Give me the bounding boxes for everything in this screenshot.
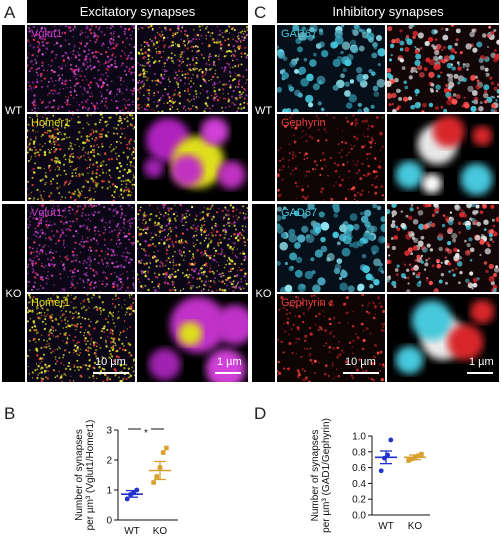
row-label-ko-c: KO xyxy=(255,288,272,300)
panel-letter-b: B xyxy=(4,404,16,423)
micrograph-wt-gephyrin: Gephyrin xyxy=(277,114,385,201)
sidebar-wt-c: WT xyxy=(252,25,275,201)
x-tick-label: WT xyxy=(124,526,140,537)
y-tick-label: 2 xyxy=(106,456,112,467)
x-tick-label: KO xyxy=(153,526,168,537)
channel-label-gad67-ko: GAD67 xyxy=(281,207,318,219)
channel-label-gad67: GAD67 xyxy=(281,28,318,40)
inhibitory-header: Inhibitory synapses xyxy=(277,0,499,23)
x-tick-label: KO xyxy=(408,521,423,532)
scalebar-label-large-a: 10 µm xyxy=(95,356,126,368)
panel-letter-c: C xyxy=(254,3,267,22)
channel-label-homer1-ko: Homer1 xyxy=(31,297,71,309)
scalebar-label-large-c: 10 µm xyxy=(345,356,376,368)
micrograph-wt-homer1: Homer1 xyxy=(27,114,135,201)
micrograph-ko-gephyrin: Gephyrin 10 µm xyxy=(277,294,385,382)
micrograph-ko-merge-excitatory xyxy=(137,204,248,292)
y-axis-label-line1: Number of synapses xyxy=(74,429,85,521)
significance-gap xyxy=(141,426,151,432)
y-tick-label: 0 xyxy=(106,516,112,527)
data-point-ko xyxy=(406,458,411,463)
micrograph-ko-zoom-excitatory: 1 µm xyxy=(137,294,248,382)
panel-letter-a: A xyxy=(4,3,16,22)
channel-label-homer1: Homer1 xyxy=(31,117,71,129)
data-point-wt xyxy=(388,437,394,443)
scalebar-label-small-a: 1 µm xyxy=(217,356,242,368)
micrograph-ko-gad67: GAD67 xyxy=(277,204,385,292)
scalebar-label-small-c: 1 µm xyxy=(469,356,494,368)
micrograph-wt-merge-excitatory xyxy=(137,25,248,112)
micrograph-wt-zoom-inhibitory xyxy=(387,114,499,201)
y-axis-label-line2: per µm³ (Vglut1/Homer1) xyxy=(85,420,96,531)
scalebar-large-a xyxy=(93,372,129,374)
micrograph-ko-vglut1: Vglut1 xyxy=(27,204,135,292)
scalebar-small-c xyxy=(467,372,493,374)
chart-b: 0 1 2 3 WT KO Number of synapses per µm³ (Vglut… xyxy=(74,420,178,537)
y-tick-label: 3 xyxy=(106,426,112,437)
y-tick-label: 0.2 xyxy=(352,495,366,506)
y-axis-label-line1: Number of synapses xyxy=(310,430,321,522)
data-point-ko xyxy=(164,445,169,451)
x-tick-label: WT xyxy=(378,521,394,532)
micrograph-wt-merge-inhibitory xyxy=(387,25,499,112)
micrograph-ko-zoom-inhibitory: 1 µm xyxy=(387,294,499,382)
row-label-wt-a: WT xyxy=(4,105,23,117)
y-tick-label: 0.0 xyxy=(352,511,366,522)
data-point-ko xyxy=(154,474,160,479)
data-point-ko xyxy=(409,456,415,462)
y-tick-label: 0.6 xyxy=(352,463,366,474)
excitatory-header: Excitatory synapses xyxy=(27,0,248,23)
sidebar-ko-c: KO xyxy=(252,204,275,382)
micrograph-wt-zoom-excitatory xyxy=(137,114,248,201)
data-point-ko xyxy=(160,450,166,455)
micrograph-wt-gad67: GAD67 xyxy=(277,25,385,112)
y-axis-label-line2: per µm³ (GAD1/Gephyrin) xyxy=(321,418,332,533)
micrograph-ko-merge-inhibitory xyxy=(387,204,499,292)
significance-star: * xyxy=(144,428,148,439)
panel-letter-d: D xyxy=(254,404,267,423)
channel-label-vglut1-ko: Vglut1 xyxy=(31,207,63,219)
micrograph-ko-homer1: Homer1 10 µm xyxy=(27,294,135,382)
data-point-ko xyxy=(151,480,156,485)
chart-d: 0.0 0.2 0.4 0.6 0.8 1.0 WT KO Number of synapses… xyxy=(310,418,430,533)
row-label-wt-c: WT xyxy=(254,105,273,117)
y-tick-label: 1 xyxy=(106,486,112,497)
sidebar-wt-a: WT xyxy=(2,25,25,201)
data-point-ko xyxy=(415,453,421,459)
sidebar-ko-a: KO xyxy=(2,204,25,382)
micrograph-wt-vglut1: Vglut1 xyxy=(27,25,135,112)
scalebar-small-a xyxy=(215,372,241,374)
y-tick-label: 1.0 xyxy=(352,432,366,443)
data-point-ko xyxy=(419,451,424,457)
channel-label-gephyrin-ko: Gephyrin xyxy=(281,297,326,309)
scalebar-large-c xyxy=(343,372,379,374)
y-tick-label: 0.8 xyxy=(352,447,366,458)
row-label-ko-a: KO xyxy=(5,288,22,300)
y-tick-label: 0.4 xyxy=(352,479,366,490)
channel-label-vglut1: Vglut1 xyxy=(31,28,63,40)
data-point-wt xyxy=(378,468,384,474)
channel-label-gephyrin: Gephyrin xyxy=(281,117,326,129)
